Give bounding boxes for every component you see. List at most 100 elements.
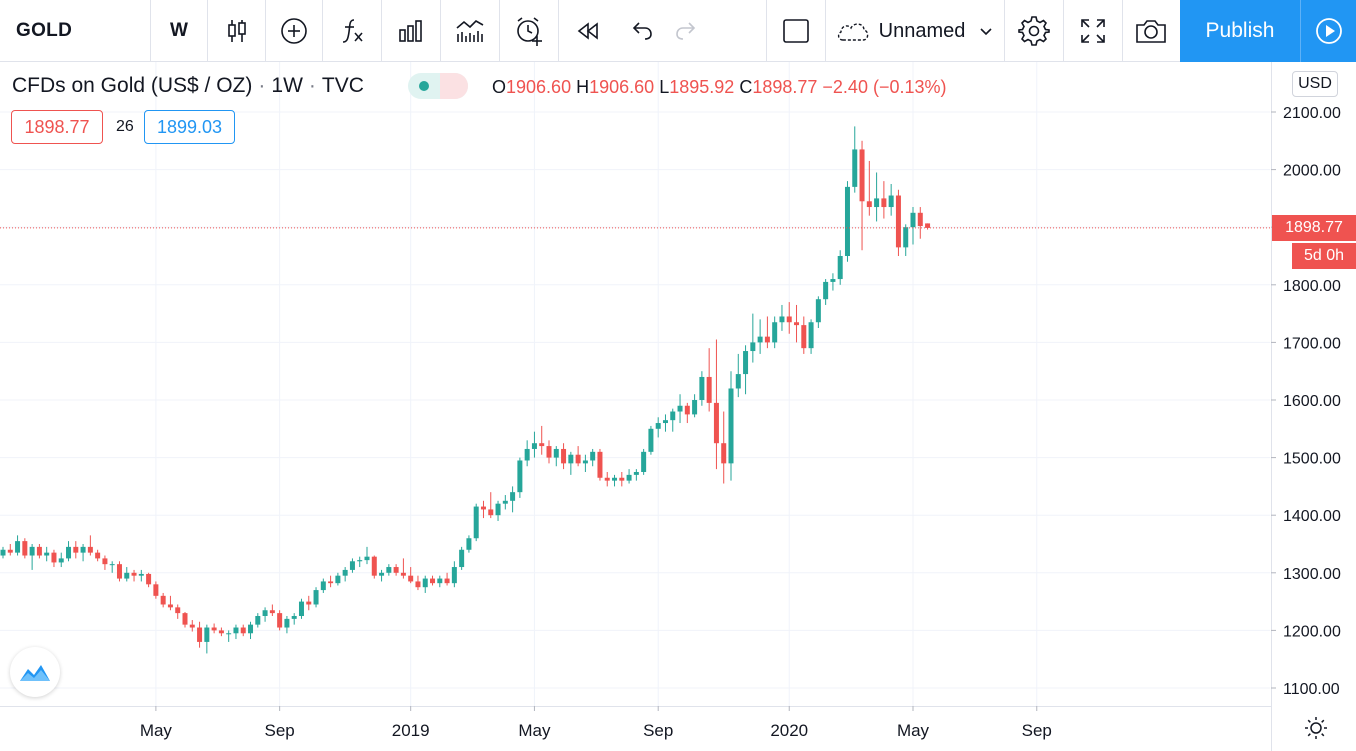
candle-body (197, 627, 203, 642)
candle-body (138, 573, 144, 576)
candle (0, 546, 6, 559)
countdown-value: 5d 0h (1303, 246, 1345, 264)
candle (444, 572, 450, 586)
candle (153, 581, 159, 599)
layout-button[interactable] (767, 0, 825, 62)
layout-name-button[interactable]: Unnamed (826, 0, 1002, 62)
financials-button[interactable] (382, 0, 440, 62)
undo-button[interactable] (616, 0, 668, 62)
candle-body (328, 581, 334, 584)
candle (29, 544, 35, 570)
candle-body (706, 376, 712, 403)
candle-body (313, 590, 319, 605)
price-chart[interactable]: 1100.00 1200.00 1300.00 1400.00 1500.00 1600.… (0, 62, 1356, 751)
candle (604, 472, 610, 487)
candle (248, 621, 254, 640)
candle (22, 538, 28, 559)
candle (575, 446, 581, 467)
replay-button[interactable] (559, 0, 617, 62)
candle-body (539, 443, 545, 447)
chart-style-button[interactable] (209, 0, 265, 62)
candle-body (713, 402, 719, 444)
candle-body (357, 560, 363, 562)
candle (349, 558, 355, 573)
candle (895, 189, 901, 256)
candle (910, 207, 916, 245)
candle (699, 371, 705, 406)
play-button[interactable] (1300, 0, 1356, 62)
symbol-description: CFDs on Gold (US$ / OZ) (12, 74, 253, 97)
candle-body (233, 627, 239, 634)
candle-body (488, 509, 494, 516)
market-status-pill[interactable]: ≈ (408, 73, 468, 99)
candle-body (466, 538, 472, 550)
candle-body (655, 423, 661, 429)
time-tick-label: Sep (1022, 721, 1052, 740)
candle-body (291, 616, 297, 619)
candle-body (662, 420, 668, 424)
templates-button[interactable] (441, 0, 499, 62)
candle-body (866, 201, 872, 208)
publish-button[interactable]: Publish (1180, 0, 1300, 62)
compare-button[interactable] (266, 0, 322, 62)
settings-button[interactable] (1005, 0, 1063, 62)
candle-body (211, 627, 217, 631)
symbol-label: GOLD (16, 20, 73, 41)
candles-icon (228, 20, 246, 42)
candle-body (218, 630, 224, 634)
fullscreen-button[interactable] (1064, 0, 1122, 62)
candle (844, 181, 850, 262)
candle (320, 578, 326, 593)
candle-body (430, 578, 436, 584)
candle (379, 569, 385, 582)
toolbar-divider (150, 0, 151, 62)
publish-label: Publish (1205, 19, 1275, 42)
candle-body (102, 558, 108, 565)
candle-body (87, 546, 93, 553)
candle (794, 304, 800, 343)
market-open-indicator (408, 73, 440, 99)
alert-button[interactable] (500, 0, 558, 62)
candle-body (44, 552, 50, 556)
buy-price-button[interactable]: 1899.03 (144, 110, 235, 144)
symbol-search-button[interactable]: GOLD (0, 0, 150, 62)
time-axis[interactable]: May Sep 2019 May Sep 2020 May Sep (140, 706, 1052, 740)
candle-body (73, 546, 79, 553)
price-axis[interactable]: 1100.00 1200.00 1300.00 1400.00 1500.00 1600.… (1271, 105, 1341, 698)
candle-body (910, 212, 916, 228)
candle-body (648, 428, 654, 452)
toolbar-divider (207, 0, 208, 62)
candle-body (510, 492, 516, 501)
candle-body (823, 281, 829, 300)
candle (415, 575, 421, 591)
candle (815, 296, 821, 328)
high-value: 1906.60 (589, 77, 655, 97)
candle (408, 567, 414, 584)
candle-body (284, 618, 290, 628)
alert-icon (517, 17, 542, 46)
toolbar-divider (322, 0, 323, 62)
tradingview-logo-button[interactable] (10, 647, 60, 697)
indicators-button[interactable] (323, 0, 381, 62)
candle-body (925, 223, 931, 228)
symbol-legend[interactable]: CFDs on Gold (US$ / OZ) · 1W · TVC (12, 74, 364, 98)
interval-button[interactable]: W (151, 0, 207, 62)
candle-body (801, 325, 807, 349)
candle-body (262, 610, 268, 616)
candle-body (684, 405, 690, 415)
candle (735, 353, 741, 398)
chart-properties-button[interactable] (1300, 712, 1332, 744)
redo-button[interactable] (660, 0, 712, 62)
candle-body (895, 195, 901, 248)
candle-body (7, 549, 13, 553)
candle (87, 535, 93, 556)
candle (255, 613, 261, 628)
candle (684, 402, 690, 424)
candle-body (22, 541, 28, 556)
snapshot-button[interactable] (1123, 0, 1179, 62)
candle-body (641, 451, 647, 472)
sell-price-button[interactable]: 1898.77 (11, 110, 103, 144)
candle-body (670, 411, 676, 421)
candle-body (175, 607, 181, 614)
currency-button[interactable]: USD (1292, 71, 1338, 97)
